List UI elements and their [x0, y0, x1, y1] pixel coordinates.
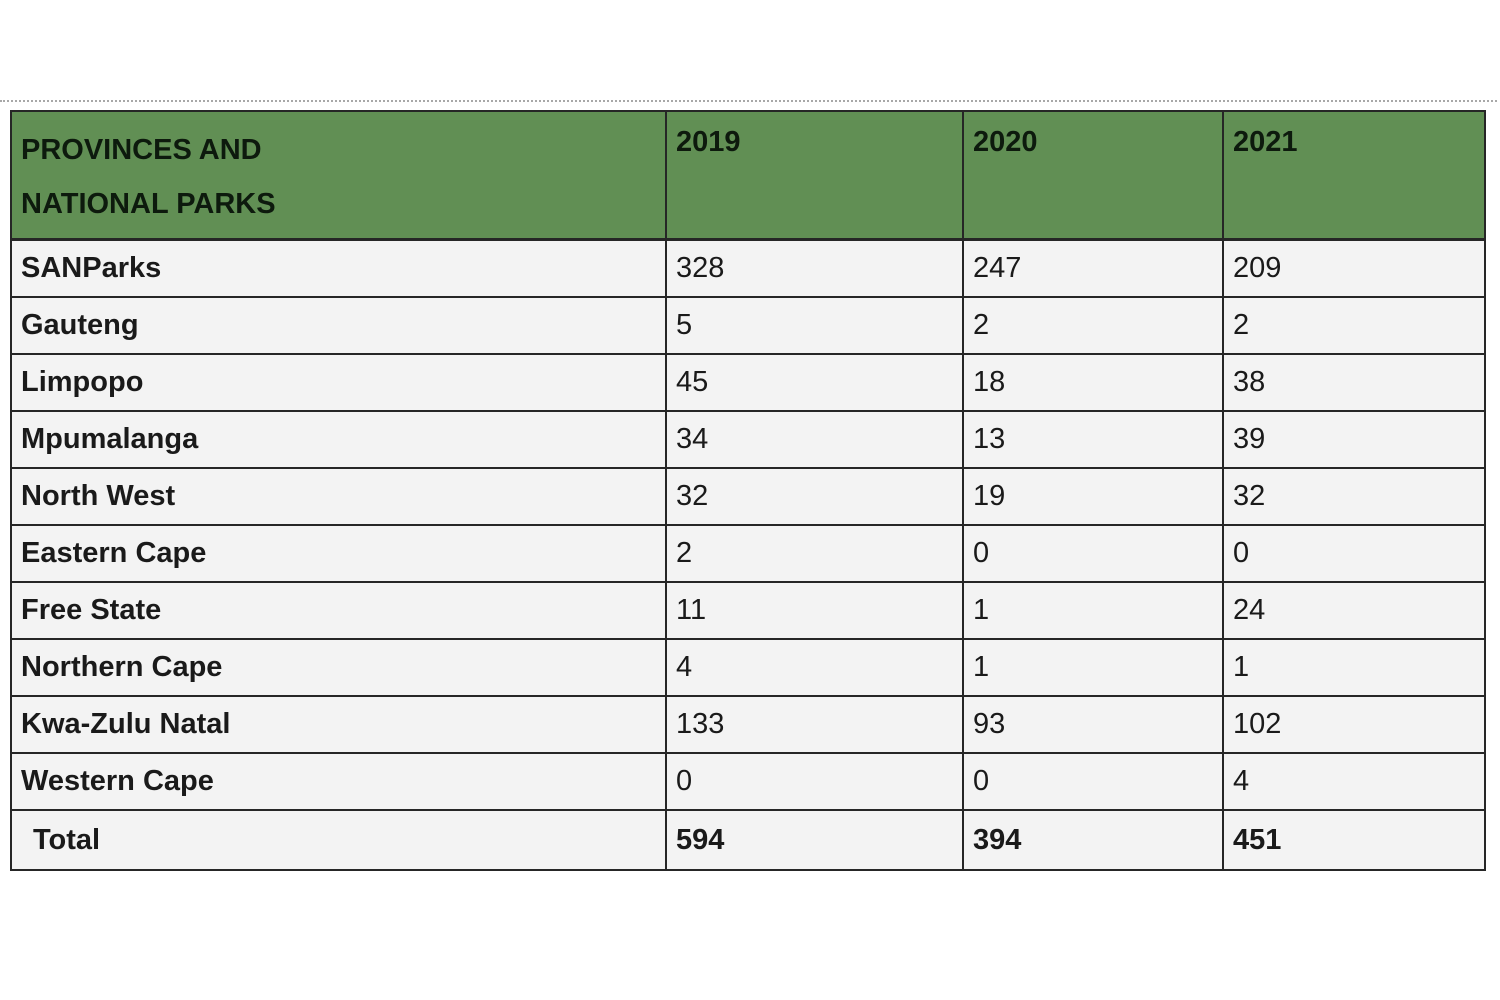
total-label: Total [10, 809, 667, 871]
cell-value: 2 [665, 524, 964, 583]
table-row: Eastern Cape 2 0 0 [10, 524, 1486, 583]
row-label: Eastern Cape [10, 524, 667, 583]
cell-value: 0 [665, 752, 964, 811]
total-value: 451 [1222, 809, 1486, 871]
row-label: Gauteng [10, 296, 667, 355]
cell-value: 32 [1222, 467, 1486, 526]
cell-value: 18 [962, 353, 1224, 412]
header-provinces: PROVINCES AND NATIONAL PARKS [10, 110, 667, 241]
cell-value: 11 [665, 581, 964, 640]
cell-value: 1 [962, 581, 1224, 640]
table-row: Gauteng 5 2 2 [10, 296, 1486, 355]
cell-value: 4 [1222, 752, 1486, 811]
row-label: Mpumalanga [10, 410, 667, 469]
cell-value: 102 [1222, 695, 1486, 754]
row-label: Western Cape [10, 752, 667, 811]
cell-value: 1 [962, 638, 1224, 697]
header-year-2019: 2019 [665, 110, 964, 241]
table-row: Mpumalanga 34 13 39 [10, 410, 1486, 469]
row-label: SANParks [10, 238, 667, 298]
cell-value: 13 [962, 410, 1224, 469]
cell-value: 38 [1222, 353, 1486, 412]
total-value: 594 [665, 809, 964, 871]
cell-value: 24 [1222, 581, 1486, 640]
dotted-divider [0, 100, 1497, 102]
cell-value: 2 [1222, 296, 1486, 355]
national-parks-table: PROVINCES AND NATIONAL PARKS 2019 2020 2… [10, 110, 1486, 871]
total-value: 394 [962, 809, 1224, 871]
row-label: Free State [10, 581, 667, 640]
cell-value: 45 [665, 353, 964, 412]
cell-value: 209 [1222, 238, 1486, 298]
table-row: SANParks 328 247 209 [10, 238, 1486, 298]
cell-value: 32 [665, 467, 964, 526]
table-header-row: PROVINCES AND NATIONAL PARKS 2019 2020 2… [10, 110, 1486, 241]
cell-value: 328 [665, 238, 964, 298]
cell-value: 247 [962, 238, 1224, 298]
table-row: Limpopo 45 18 38 [10, 353, 1486, 412]
header-provinces-line1: PROVINCES AND [21, 134, 262, 166]
cell-value: 34 [665, 410, 964, 469]
national-parks-table-container: PROVINCES AND NATIONAL PARKS 2019 2020 2… [10, 110, 1486, 871]
cell-value: 19 [962, 467, 1224, 526]
row-label: Limpopo [10, 353, 667, 412]
row-label: Northern Cape [10, 638, 667, 697]
row-label: North West [10, 467, 667, 526]
table-row: Northern Cape 4 1 1 [10, 638, 1486, 697]
cell-value: 39 [1222, 410, 1486, 469]
cell-value: 5 [665, 296, 964, 355]
cell-value: 1 [1222, 638, 1486, 697]
cell-value: 0 [1222, 524, 1486, 583]
table-row: Free State 11 1 24 [10, 581, 1486, 640]
row-label: Kwa-Zulu Natal [10, 695, 667, 754]
table-row: Western Cape 0 0 4 [10, 752, 1486, 811]
table-row: North West 32 19 32 [10, 467, 1486, 526]
cell-value: 0 [962, 524, 1224, 583]
table-total-row: Total 594 394 451 [10, 809, 1486, 871]
header-year-2020: 2020 [962, 110, 1224, 241]
table-row: Kwa-Zulu Natal 133 93 102 [10, 695, 1486, 754]
cell-value: 133 [665, 695, 964, 754]
header-year-2021: 2021 [1222, 110, 1486, 241]
header-provinces-line2: NATIONAL PARKS [21, 187, 276, 220]
cell-value: 4 [665, 638, 964, 697]
cell-value: 93 [962, 695, 1224, 754]
cell-value: 0 [962, 752, 1224, 811]
cell-value: 2 [962, 296, 1224, 355]
